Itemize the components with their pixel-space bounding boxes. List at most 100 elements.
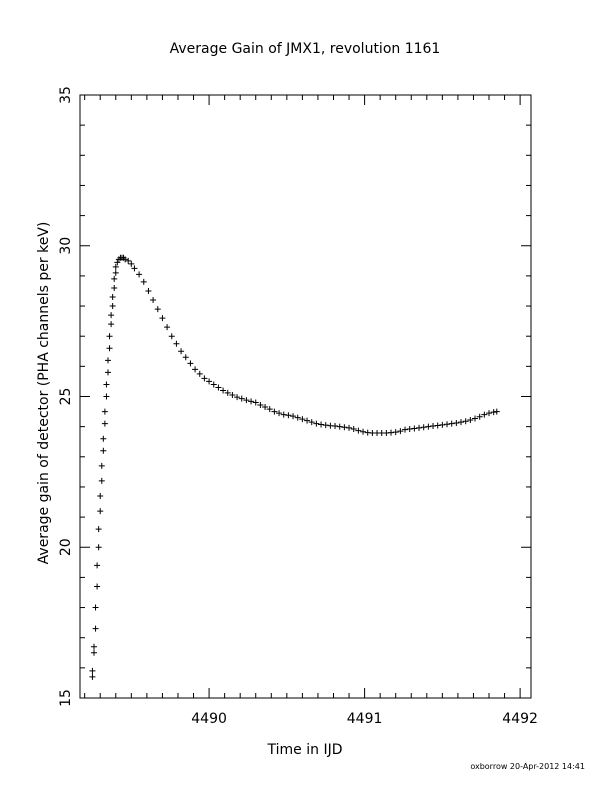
data-point bbox=[131, 265, 138, 272]
data-point bbox=[332, 423, 339, 430]
data-point bbox=[476, 413, 483, 420]
footer-credit: oxborrow 20-Apr-2012 14:41 bbox=[470, 762, 585, 771]
plot-frame bbox=[79, 94, 532, 699]
data-point bbox=[109, 294, 116, 301]
data-point bbox=[467, 417, 474, 424]
data-point bbox=[103, 393, 110, 400]
data-point bbox=[210, 381, 217, 388]
data-point bbox=[252, 399, 259, 406]
data-point bbox=[257, 401, 264, 408]
data-point bbox=[350, 426, 357, 433]
data-point bbox=[92, 625, 99, 632]
data-point bbox=[453, 420, 460, 427]
data-point bbox=[336, 423, 343, 430]
data-points bbox=[89, 254, 500, 680]
data-point bbox=[402, 426, 409, 433]
data-point bbox=[397, 428, 404, 435]
x-tick-label: 4491 bbox=[347, 711, 383, 727]
data-point bbox=[111, 284, 118, 291]
data-point bbox=[154, 306, 161, 313]
y-tick-label: 30 bbox=[58, 237, 74, 255]
data-point bbox=[290, 413, 297, 420]
data-point bbox=[106, 333, 113, 340]
x-axis-label: Time in IJD bbox=[267, 742, 343, 758]
y-tick-label: 15 bbox=[58, 689, 74, 707]
data-point bbox=[95, 544, 102, 551]
data-point bbox=[430, 423, 437, 430]
data-point bbox=[125, 257, 132, 264]
data-point bbox=[145, 287, 152, 294]
data-point bbox=[416, 424, 423, 431]
data-point bbox=[97, 508, 104, 515]
data-point bbox=[201, 375, 208, 382]
data-point bbox=[128, 260, 135, 267]
data-point bbox=[322, 422, 329, 429]
data-point bbox=[444, 421, 451, 428]
data-point bbox=[94, 583, 101, 590]
data-point bbox=[89, 673, 96, 680]
data-point bbox=[108, 312, 115, 319]
data-point bbox=[360, 428, 367, 435]
data-point bbox=[493, 408, 500, 415]
data-point bbox=[299, 416, 306, 423]
data-point bbox=[346, 424, 353, 431]
data-point bbox=[280, 411, 287, 418]
data-point bbox=[136, 271, 143, 278]
data-point bbox=[192, 366, 199, 373]
data-point bbox=[224, 389, 231, 396]
x-tick-label: 4490 bbox=[191, 711, 227, 727]
data-point bbox=[196, 370, 203, 377]
data-point bbox=[411, 425, 418, 432]
data-point bbox=[173, 340, 180, 347]
x-axis: 4490 4491 4492 bbox=[84, 95, 538, 727]
data-point bbox=[98, 462, 105, 469]
data-point bbox=[94, 562, 101, 569]
data-point bbox=[448, 420, 455, 427]
data-point bbox=[285, 412, 292, 419]
data-point bbox=[100, 435, 107, 442]
data-point bbox=[150, 297, 157, 304]
data-point bbox=[229, 391, 236, 398]
data-point bbox=[388, 429, 395, 436]
plot-border bbox=[79, 94, 532, 699]
y-axis-label: Average gain of detector (PHA channels p… bbox=[36, 222, 52, 565]
data-point bbox=[234, 394, 241, 401]
data-point bbox=[271, 408, 278, 415]
y-tick-label: 20 bbox=[58, 538, 74, 556]
data-point bbox=[112, 263, 119, 270]
data-point bbox=[486, 410, 493, 417]
chart-title: Average Gain of JMX1, revolution 1161 bbox=[170, 41, 441, 57]
data-point bbox=[115, 256, 122, 263]
data-point bbox=[420, 424, 427, 431]
data-point bbox=[262, 404, 269, 411]
data-point bbox=[490, 409, 497, 416]
data-point bbox=[406, 426, 413, 433]
data-point bbox=[109, 303, 116, 310]
data-point bbox=[243, 397, 250, 404]
data-point bbox=[101, 408, 108, 415]
data-point bbox=[425, 423, 432, 430]
data-point bbox=[98, 477, 105, 484]
data-point bbox=[248, 398, 255, 405]
data-point bbox=[266, 406, 273, 413]
data-point bbox=[92, 604, 99, 611]
data-point bbox=[97, 492, 104, 499]
data-point bbox=[159, 315, 166, 322]
data-point bbox=[220, 387, 227, 394]
data-point bbox=[472, 415, 479, 422]
data-point bbox=[100, 447, 107, 454]
data-point bbox=[106, 345, 113, 352]
data-point bbox=[313, 420, 320, 427]
y-tick-label: 25 bbox=[58, 388, 74, 406]
data-point bbox=[168, 333, 175, 340]
data-point bbox=[276, 410, 283, 417]
data-point bbox=[108, 321, 115, 328]
data-point bbox=[294, 414, 301, 421]
data-point bbox=[122, 256, 129, 263]
data-point bbox=[101, 420, 108, 427]
data-point bbox=[178, 348, 185, 355]
data-point bbox=[89, 667, 96, 674]
data-point bbox=[111, 275, 118, 282]
data-point bbox=[104, 357, 111, 364]
